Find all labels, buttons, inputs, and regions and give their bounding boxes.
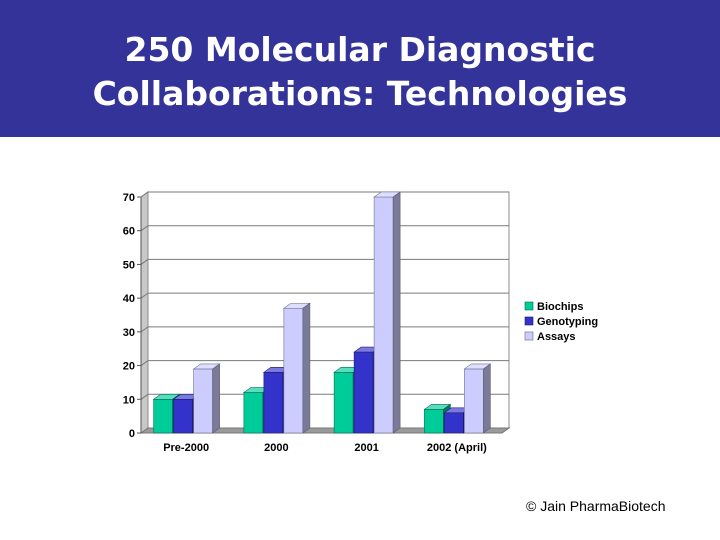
bar-front (283, 307, 304, 434)
bar-front (353, 351, 374, 434)
copyright-notice: © Jain PharmaBiotech (526, 498, 666, 514)
y-tick-label: 70 (123, 192, 135, 204)
x-tick-label: 2000 (264, 442, 288, 454)
bar-front (444, 412, 464, 434)
slide-title-line-1: 250 Molecular Diagnostic (124, 30, 596, 69)
bar-side (392, 191, 401, 434)
bar (373, 191, 402, 434)
bar-front (153, 398, 173, 434)
title-banner (0, 0, 720, 137)
y-tick-label: 40 (123, 293, 135, 305)
slide-title: 250 Molecular Diagnostic Collaborations:… (0, 28, 720, 116)
bar-front (424, 409, 444, 434)
legend-label: Genotyping (537, 316, 598, 328)
x-tick-label: 2001 (354, 442, 378, 454)
bar-front (263, 372, 284, 434)
chart-walls (139, 191, 511, 434)
legend-label: Assays (537, 331, 576, 343)
y-tick-label: 50 (123, 259, 135, 271)
x-tick-label: Pre-2000 (163, 442, 209, 454)
bar-front (333, 372, 354, 434)
y-axis: 0 10 20 30 40 50 60 70 (123, 192, 142, 440)
legend-swatch (524, 301, 534, 311)
bar-front (193, 368, 213, 434)
y-tick-label: 30 (123, 327, 135, 339)
bar-side (302, 302, 311, 434)
bar-series-group (152, 191, 492, 434)
bar-front (464, 368, 484, 434)
bar-side (483, 363, 491, 434)
bar-front (373, 196, 394, 434)
legend-swatch (524, 331, 534, 341)
bar-side (212, 363, 220, 434)
y-tick-label: 20 (123, 361, 135, 373)
legend: Biochips Genotyping Assays (519, 297, 621, 349)
y-tick-label: 60 (123, 226, 135, 238)
x-tick-label: 2002 (April) (427, 442, 487, 454)
legend-label: Biochips (537, 301, 583, 313)
x-axis: Pre-2000 2000 2001 2002 (April) (163, 442, 487, 454)
slide-title-line-2: Collaborations: Technologies (92, 74, 628, 113)
bar (463, 363, 492, 434)
bar (192, 363, 221, 434)
bar (282, 302, 311, 434)
bar-front (173, 398, 193, 434)
legend-box (519, 297, 621, 349)
bar-front (243, 392, 264, 434)
legend-swatch (524, 316, 534, 326)
y-tick-label: 10 (123, 394, 135, 406)
y-tick-label: 0 (129, 428, 135, 440)
